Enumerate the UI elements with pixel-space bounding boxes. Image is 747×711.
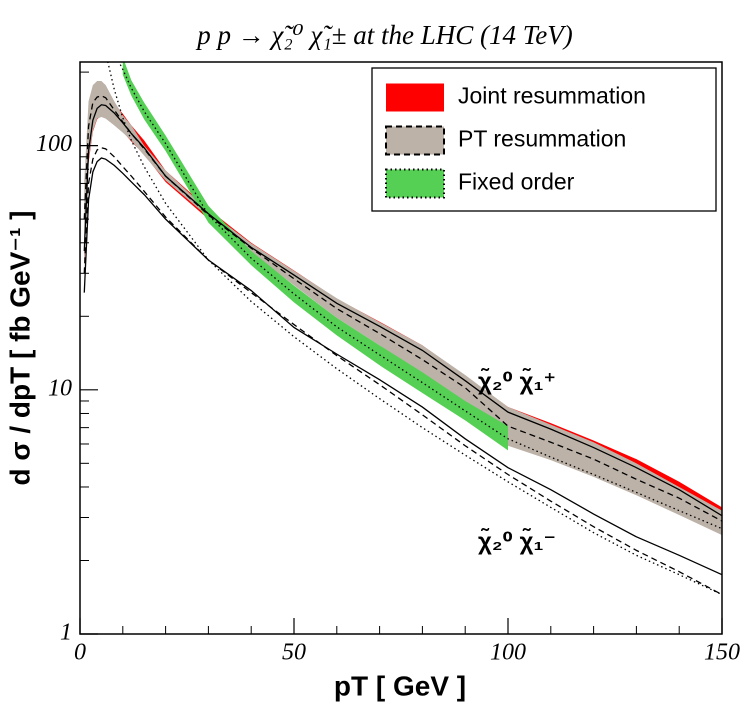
legend-label: Joint resummation	[458, 83, 646, 109]
annotation: χ̃₂⁰ χ̃₁⁻	[478, 527, 556, 555]
x-tick-label: 150	[704, 640, 740, 666]
x-tick-label: 50	[282, 640, 306, 666]
curve	[83, 104, 722, 517]
legend-swatch	[385, 168, 445, 199]
curve	[83, 157, 722, 576]
annotation: χ̃₂⁰ χ̃₁⁺	[478, 367, 556, 395]
y-axis-label: d σ / dpT [ fb GeV⁻¹ ]	[4, 210, 35, 485]
x-tick-label: 0	[74, 640, 86, 666]
x-tick-label: 100	[490, 640, 526, 666]
x-axis-label: pT [ GeV ]	[334, 670, 466, 701]
band	[84, 80, 722, 536]
legend-label: PT resummation	[458, 126, 626, 152]
legend-label: Fixed order	[458, 169, 575, 195]
chart-title: p p → χ̃₂⁰ χ̃₁± at the LHC (14 TeV)	[195, 20, 572, 50]
band	[122, 62, 508, 451]
y-tick-label: 100	[36, 131, 72, 157]
plot-frame	[79, 61, 723, 635]
curve	[83, 95, 722, 522]
y-tick-label: 10	[48, 375, 72, 401]
legend-swatch	[386, 83, 444, 112]
legend-swatch	[385, 125, 445, 156]
y-tick-label: 1	[60, 620, 72, 646]
plot-area	[83, 62, 722, 596]
curve	[83, 147, 722, 596]
axes: 0 50 100 150 1 10 100 χ̃₂⁰ χ̃₁⁺ χ̃₂⁰ χ̃₁⁻ Joint r…	[36, 61, 740, 666]
curve	[107, 62, 722, 596]
